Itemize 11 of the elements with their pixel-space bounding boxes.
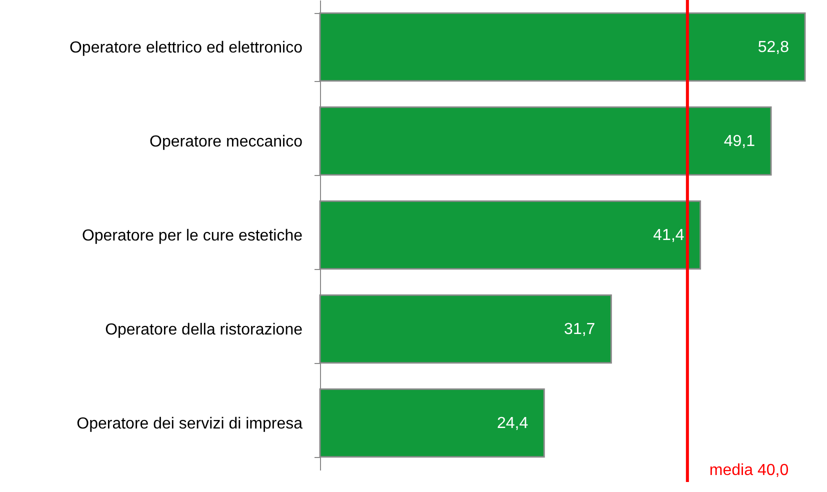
data-label: 24,4 xyxy=(496,415,528,432)
ref-line-label: media 40,0 xyxy=(709,462,789,479)
data-label: 31,7 xyxy=(564,321,596,338)
y-tick-label: Operatore dei servizi di impresa xyxy=(76,416,303,432)
y-tick-label: Operatore meccanico xyxy=(150,134,303,150)
data-label: 52,8 xyxy=(758,39,790,56)
y-tick-label: Operatore elettrico ed elettronico xyxy=(69,40,303,56)
data-label: 41,4 xyxy=(653,227,684,244)
y-tick-label: Operatore della ristorazione xyxy=(105,322,303,338)
data-label: 49,1 xyxy=(724,133,756,150)
y-tick-label: Operatore per le cure estetiche xyxy=(82,228,303,244)
